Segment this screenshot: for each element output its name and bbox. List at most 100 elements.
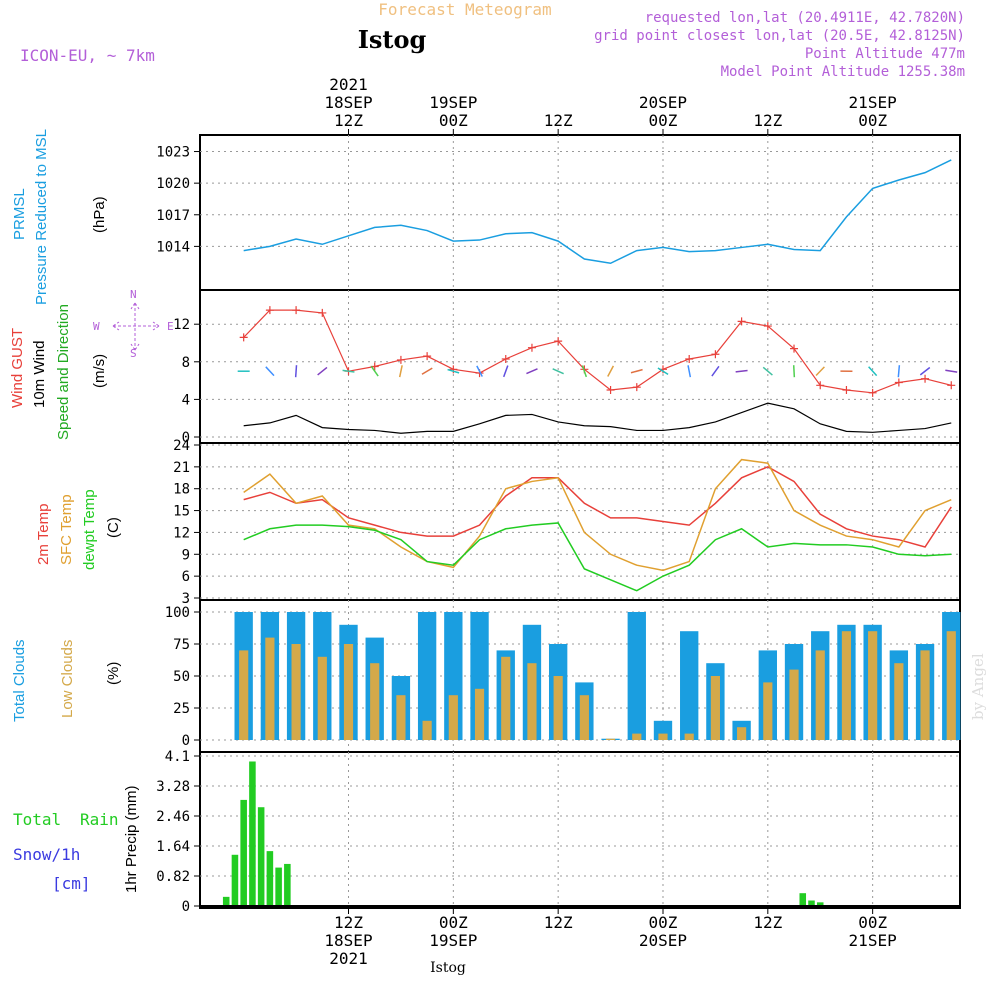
ytick-label: 0.82: [156, 869, 190, 885]
wind-dir-label: Speed and Direction: [55, 304, 72, 440]
wind-direction-arrow: [317, 366, 328, 376]
temp-sfc-line: [243, 458, 952, 572]
pressure-label-2: Pressure Reduced to MSL: [33, 129, 50, 305]
panel-frame: [199, 751, 961, 909]
wind-direction-arrow: [762, 366, 773, 376]
wind-direction-arrow: [711, 365, 720, 377]
low-cloud-bar: [579, 695, 589, 740]
wind-10m-label: 10m Wind: [31, 340, 48, 408]
ytick-label: 4: [182, 392, 190, 408]
low-cloud-bar: [317, 656, 327, 740]
bottom-time-label: 19SEP: [429, 931, 477, 950]
total-cloud-bar: [627, 612, 646, 740]
ytick-label: 6: [182, 569, 190, 585]
low-cloud-bar: [448, 695, 458, 740]
ytick-label: 12: [173, 317, 190, 333]
precip-snow-label: Snow/1h: [13, 845, 80, 864]
gust-marker: [842, 386, 851, 394]
bottom-time-label: 00Z: [649, 913, 678, 932]
ytick-label: 3: [182, 591, 190, 607]
ytick-label: 1014: [156, 239, 190, 255]
gust-marker: [318, 308, 327, 317]
ytick-label: 1020: [156, 176, 190, 192]
bottom-time-label: 18SEP: [324, 931, 372, 950]
low-cloud-bar: [920, 650, 930, 740]
footer-station: Istog: [430, 960, 466, 976]
requested-coords: requested lon,lat (20.4911E, 42.7820N): [645, 10, 965, 26]
bottom-time-label: 00Z: [439, 913, 468, 932]
temp-unit: (C): [105, 517, 122, 538]
gust-line: [243, 309, 952, 394]
top-time-label: 12Z: [753, 111, 782, 130]
wind-direction-arrow: [370, 365, 379, 377]
ytick-label: 2.46: [156, 809, 190, 825]
wind-direction-arrow: [502, 365, 509, 378]
low-cloud-bar: [658, 733, 668, 740]
wind-direction-arrow: [735, 369, 748, 373]
top-time-label: 12Z: [334, 111, 363, 130]
super-title: Forecast Meteogram: [378, 0, 551, 19]
top-time-label: 12Z: [544, 111, 573, 130]
low-cloud-bar: [474, 688, 485, 740]
wind-unit: (m/s): [91, 354, 108, 388]
ytick-label: 1017: [156, 208, 190, 224]
low-cloud-bar: [841, 631, 852, 740]
ytick-label: 1.64: [156, 839, 190, 855]
low-cloud-bar: [370, 663, 380, 740]
grid-point-coords: grid point closest lon,lat (20.5E, 42.81…: [594, 28, 965, 44]
temp-2m-label: 2m Temp: [35, 504, 52, 565]
low-cloud-bar: [789, 669, 799, 740]
wind-direction-arrow: [421, 367, 433, 375]
gust-marker: [292, 306, 301, 315]
low-cloud-bar: [894, 663, 904, 740]
ytick-label: 75: [173, 637, 190, 653]
wind-direction-arrow: [630, 368, 643, 374]
rain-bar: [799, 893, 807, 906]
gust-marker: [239, 333, 248, 342]
wind-direction-arrow: [526, 368, 538, 375]
ytick-label: 12: [173, 525, 190, 541]
precip-cm-label: [cm]: [52, 874, 91, 893]
top-time-label: 00Z: [858, 111, 887, 130]
ytick-label: 0: [182, 899, 190, 915]
wind-direction-arrow: [607, 365, 615, 377]
rain-bar: [231, 854, 239, 906]
gust-marker: [763, 322, 772, 331]
rain-bar: [257, 807, 265, 906]
low-cloud-bar: [868, 631, 878, 740]
ytick-label: 100: [165, 605, 190, 621]
low-cloud-bar: [710, 676, 720, 740]
rain-bar: [266, 851, 274, 906]
top-time-label: 18SEP: [324, 93, 372, 112]
ytick-label: 1023: [156, 145, 190, 161]
low-cloud-bar: [763, 682, 773, 740]
temp-2m-line: [243, 466, 952, 548]
panel-frame: [199, 289, 961, 444]
watermark: by Angel: [969, 653, 987, 720]
gust-marker: [894, 378, 903, 387]
gust-marker: [790, 344, 799, 353]
ytick-label: 25: [173, 701, 190, 717]
total-cloud-bar: [417, 612, 437, 740]
low-cloud-bar: [684, 733, 694, 740]
ytick-label: 4.1: [165, 749, 190, 765]
bottom-time-label: 2021: [329, 949, 368, 968]
panel-frame: [199, 134, 961, 291]
wind-direction-arrow: [815, 366, 825, 377]
rain-bar: [275, 867, 282, 906]
compass-n: N: [130, 288, 137, 301]
ytick-label: 24: [173, 438, 190, 454]
compass-e: E: [167, 320, 174, 333]
wind-compass: N S W E: [93, 288, 174, 360]
ytick-label: 0: [182, 733, 190, 749]
gust-marker: [816, 381, 825, 390]
temp-dewpt-label: dewpt Temp: [81, 489, 98, 570]
rain-bar: [240, 799, 247, 906]
wind-direction-arrow: [919, 366, 931, 376]
wind-direction-arrow: [265, 366, 275, 377]
gust-marker: [921, 374, 930, 383]
rain-bar: [249, 761, 256, 906]
wind-line: [243, 402, 952, 434]
